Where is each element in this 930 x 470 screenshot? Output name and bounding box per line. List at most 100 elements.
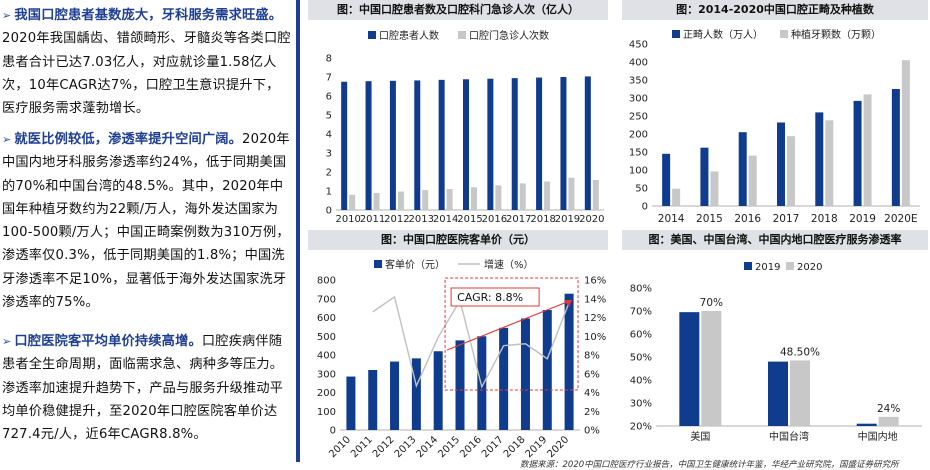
bar — [433, 351, 443, 430]
chart-2-svg: 0 50 100 150 200 250 300 350 400 450 2014 2015 2016 2… — [629, 28, 920, 225]
bar — [710, 171, 719, 206]
chart-penetration-panel: 图：美国、中国台湾、中国内地口腔医疗服务渗透率 20% 30% 40% 50% 60% 7… — [622, 230, 928, 458]
y-tick-label: 30% — [630, 399, 652, 410]
bar — [790, 360, 810, 426]
x-tick-label: 2019 — [849, 213, 876, 225]
bar — [891, 89, 900, 206]
x-tick-label: 2017 — [506, 214, 531, 225]
y-tick-label: 300 — [317, 369, 336, 380]
bar — [487, 78, 494, 211]
y-tick-label: 12% — [584, 313, 606, 324]
chart-patients-panel: 图：中国口腔患者数及口腔科门急诊人次（亿人） 0 1 2 3 4 5 6 7 8 2010 2011… — [308, 0, 608, 228]
y-tick-label: 100 — [317, 407, 336, 418]
x-tick-label: 2013 — [409, 214, 434, 225]
y-tick-label: 400 — [317, 351, 336, 362]
y-tick-label: 500 — [317, 332, 336, 343]
y-tick-label: 400 — [629, 58, 648, 69]
chart-3-svg: 0 100 200 300 400 500 600 700 800 0% 2% 4% 6% 8% 10% 12… — [317, 258, 606, 460]
x-tick-label: 2020E — [884, 213, 917, 225]
bar — [411, 358, 421, 430]
y-tick-label: 16% — [584, 276, 606, 287]
y-tick-label: 4% — [584, 388, 600, 399]
bar — [422, 190, 429, 210]
bar — [346, 376, 356, 430]
data-label: 24% — [877, 403, 900, 415]
point-1-body: 2020年我国龋齿、错颌畸形、牙髓炎等各类口腔患者合计已达7.03亿人，对应就诊… — [2, 31, 291, 117]
y-tick-label: 100 — [629, 166, 648, 177]
y-tick-label: 50% — [630, 353, 652, 364]
bar — [738, 132, 747, 206]
x-tick-label: 2014 — [433, 214, 458, 225]
bar — [544, 181, 551, 210]
legend-swatch — [786, 262, 794, 270]
x-tick-label: 2010 — [327, 434, 353, 460]
bar — [520, 318, 530, 430]
x-tick-label: 2015 — [457, 214, 482, 225]
legend-label: 2020 — [797, 262, 822, 273]
x-tick-label: 2018 — [530, 214, 555, 225]
summary-point-2: ➢ 就医比例较低，渗透率提升空间广阔。2020年中国内地牙科服务渗透率约24%，低… — [2, 128, 292, 314]
bar — [455, 340, 465, 430]
chart-1-svg: 0123456782010201120122013201420152016201… — [326, 29, 605, 225]
bar — [592, 179, 599, 210]
y-tick-label: 0 — [326, 206, 332, 217]
chart-4-title: 图：美国、中国台湾、中国内地口腔医疗服务渗透率 — [622, 230, 928, 250]
bar — [499, 327, 509, 430]
legend-label: 增速（%） — [484, 258, 534, 271]
x-tick-label: 2010 — [335, 214, 360, 225]
point-3-title: 口腔医院客平均单价持续高增。 — [14, 334, 202, 349]
y-tick-label: 8 — [326, 54, 332, 65]
y-tick-label: 14% — [584, 294, 606, 305]
y-tick-label: 150 — [629, 148, 648, 159]
legend-swatch — [458, 31, 466, 39]
bar — [446, 189, 453, 210]
y-tick-label: 10% — [584, 332, 606, 343]
x-tick-label: 2013 — [393, 434, 419, 460]
x-tick-label: 2015 — [436, 434, 462, 460]
growth-rate-line — [372, 295, 570, 389]
x-tick-label: 2011 — [360, 214, 385, 225]
bar — [815, 112, 824, 206]
x-tick-label: 2018 — [811, 213, 838, 225]
bar — [397, 191, 404, 210]
y-tick-label: 800 — [317, 276, 336, 287]
bar — [777, 122, 785, 206]
x-tick-label: 2016 — [458, 434, 484, 460]
trend-arrow-line — [446, 299, 573, 351]
legend-swatch — [780, 30, 788, 38]
summary-text-column: ➢ 我国口腔患者基数庞大，牙科服务需求旺盛。 2020年我国龋齿、错颌畸形、牙髓炎等… — [0, 0, 298, 462]
y-tick-label: 20% — [630, 422, 652, 433]
chart-unit-price-panel: 图：中国口腔医院客单价（元） 0 100 200 300 400 500 600 700 800… — [308, 230, 608, 462]
x-tick-label: 2019 — [524, 434, 550, 460]
y-tick-label: 50 — [635, 184, 648, 195]
bar — [853, 100, 862, 206]
bar — [787, 136, 795, 206]
bar — [463, 79, 469, 210]
chart-2-title: 图：2014-2020中国口腔正畸及种植数 — [622, 0, 928, 20]
arrow-bullet-icon: ➢ — [2, 335, 12, 348]
x-tick-label: 中国内地 — [858, 430, 898, 443]
bar — [414, 80, 421, 210]
legend-swatch — [672, 30, 680, 38]
legend-swatch — [744, 262, 752, 270]
legend-label: 正畸人数（万人） — [683, 28, 763, 41]
x-tick-label: 2017 — [773, 213, 800, 225]
bar — [901, 60, 910, 207]
bar — [511, 78, 518, 210]
y-tick-label: 60% — [630, 330, 652, 341]
point-3-body: 口腔疾病伴随患者全生命周期，面临需求急、病种多等压力。渗透率加速提升趋势下，产品… — [2, 334, 284, 443]
bar — [389, 80, 396, 210]
y-tick-label: 250 — [629, 112, 648, 123]
bar — [672, 188, 681, 206]
data-label: 48.50% — [780, 346, 820, 358]
bar — [495, 185, 502, 210]
x-tick-label: 2012 — [371, 434, 397, 460]
bar — [390, 361, 400, 430]
bar — [564, 293, 574, 430]
point-1-title: 我国口腔患者基数庞大，牙科服务需求旺盛。 — [14, 8, 283, 23]
chart-3-title: 图：中国口腔医院客单价（元） — [308, 230, 608, 250]
cagr-annotation-text: CAGR: 8.8% — [457, 291, 523, 304]
point-2-title: 就医比例较低，渗透率提升空间广阔。 — [14, 132, 243, 147]
bar — [536, 77, 543, 210]
point-2-body: 2020年中国内地牙科服务渗透率约24%，低于同期美国的70%和中国台湾的48.… — [2, 132, 290, 311]
